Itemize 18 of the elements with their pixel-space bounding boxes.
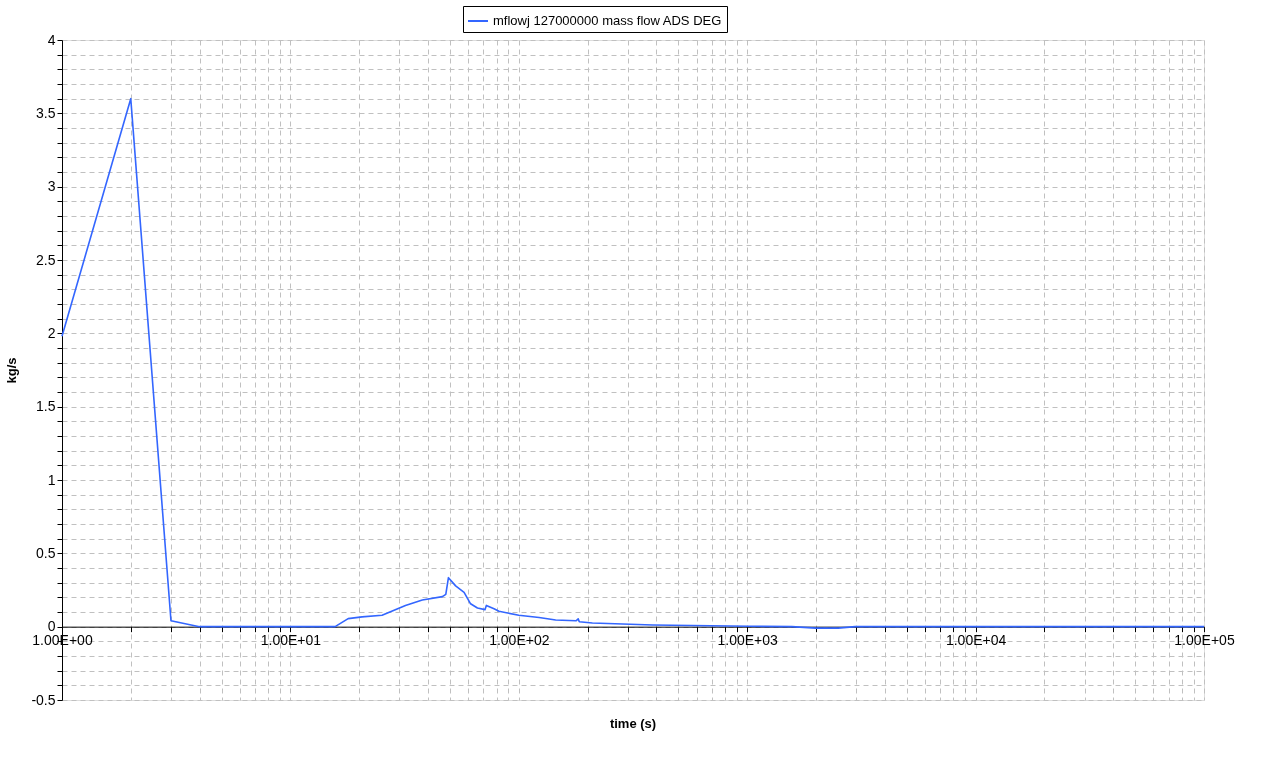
y-tick-label: 0.5 xyxy=(36,544,56,561)
y-tick-label: 1 xyxy=(47,471,56,488)
y-tick-label: 0 xyxy=(47,618,56,635)
x-tick-label: 1.00E+03 xyxy=(717,632,779,649)
y-tick-label: 2 xyxy=(47,324,56,341)
legend-label: mflowj 127000000 mass flow ADS DEG xyxy=(493,13,722,28)
y-tick-label: 1.5 xyxy=(36,398,56,415)
y-tick-label: -0.5 xyxy=(31,691,56,708)
x-tick-label: 1.00E+02 xyxy=(489,632,550,649)
x-tick-label: 1.00E+01 xyxy=(260,632,322,649)
y-tick-label: 3.5 xyxy=(36,104,56,121)
y-tick-label: 4 xyxy=(47,31,56,48)
x-tick-label: 1.00E+04 xyxy=(945,632,1007,649)
y-tick-label: 2.5 xyxy=(36,251,56,268)
x-tick-label: 1.00E+05 xyxy=(1174,632,1235,649)
y-tick-label: 3 xyxy=(47,178,56,195)
y-axis-title: kg/s xyxy=(4,357,20,384)
x-axis-title: time (s) xyxy=(609,716,657,731)
